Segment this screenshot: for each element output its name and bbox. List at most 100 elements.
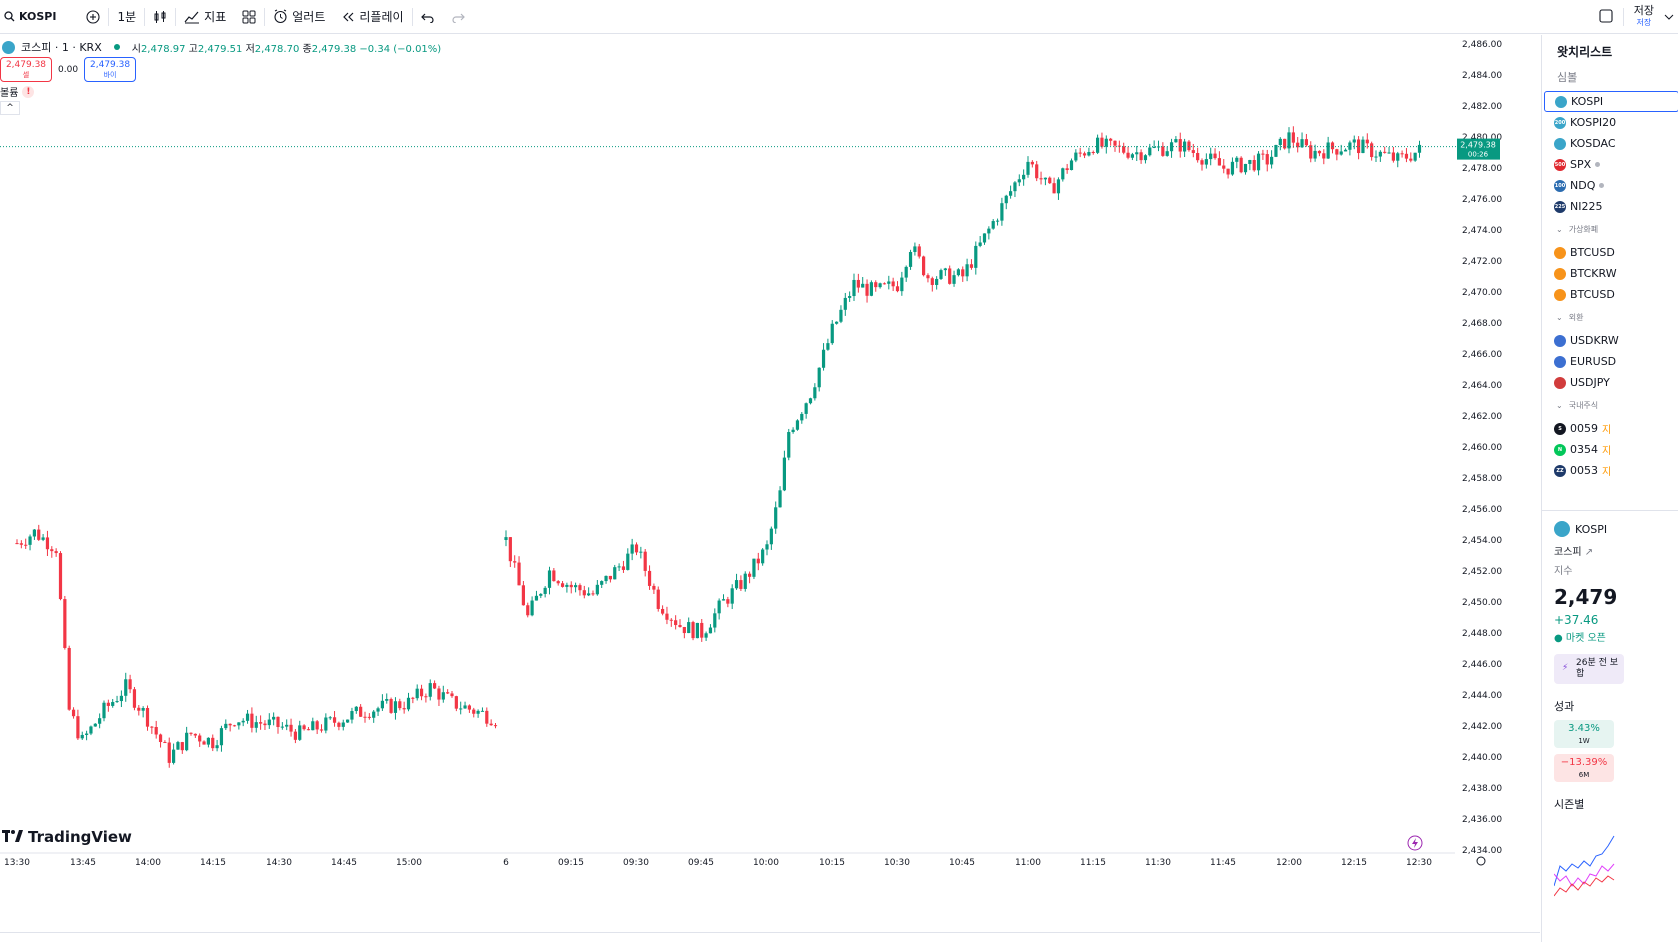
candle-down bbox=[180, 742, 184, 751]
performance-title: 성과 bbox=[1554, 700, 1575, 713]
candle-down bbox=[634, 544, 639, 553]
open-value: 2,478.97 bbox=[140, 43, 186, 55]
gear-icon[interactable] bbox=[1476, 856, 1486, 866]
candle-up bbox=[721, 599, 726, 601]
candle-up bbox=[935, 278, 939, 285]
candle-down bbox=[1383, 151, 1387, 153]
candle-down bbox=[389, 699, 393, 713]
watchlist-title[interactable]: 왓치리스트 bbox=[1557, 45, 1613, 59]
compare-button[interactable] bbox=[78, 0, 108, 34]
candle-up bbox=[393, 701, 398, 713]
lightning-icon[interactable] bbox=[1407, 835, 1423, 855]
watchlist-row[interactable]: 100 NDQ bbox=[1542, 175, 1678, 196]
chart-type-button[interactable] bbox=[145, 0, 175, 34]
change-value: −0.34 (−0.01%) bbox=[359, 43, 442, 55]
sell-button[interactable]: 2,479.38 셀 bbox=[0, 57, 52, 82]
watchlist-row[interactable]: KOSDAC bbox=[1542, 133, 1678, 154]
performance-card[interactable]: 3.43% 1W bbox=[1554, 720, 1614, 748]
performance-card[interactable]: −13.39% 6M bbox=[1554, 754, 1614, 782]
external-link-icon[interactable]: ↗ bbox=[1584, 547, 1594, 558]
candle-down bbox=[19, 543, 23, 545]
candle-down bbox=[865, 283, 869, 296]
symbol-logo-icon bbox=[1554, 288, 1566, 301]
legend-title[interactable]: 코스피 · 1 · KRX bbox=[21, 41, 102, 54]
buy-button[interactable]: 2,479.38 바이 bbox=[84, 57, 137, 82]
candle-down bbox=[700, 622, 704, 638]
alert-button[interactable]: 얼러트 bbox=[265, 0, 333, 34]
watchlist-row[interactable]: BTCUSD bbox=[1542, 242, 1678, 263]
watchlist-symbol: BTCUSD bbox=[1570, 288, 1615, 301]
candle-up bbox=[1374, 156, 1378, 158]
top-toolbar: KOSPI 1분 지표 bbox=[0, 0, 1678, 34]
candle-up bbox=[530, 600, 534, 616]
candle-down bbox=[1370, 143, 1374, 158]
candle-up bbox=[717, 600, 721, 614]
watchlist-symbol: EURUSD bbox=[1570, 355, 1617, 368]
candle-up bbox=[974, 245, 978, 268]
interval-label: 1분 bbox=[117, 10, 137, 24]
market-status: ● 마켓 오픈 bbox=[1554, 633, 1606, 644]
candle-down bbox=[167, 742, 171, 763]
watchlist-symbol: KOSDAC bbox=[1570, 137, 1616, 150]
chevron-down-icon[interactable] bbox=[1664, 10, 1674, 24]
time-tick-label: 09:45 bbox=[688, 858, 714, 868]
candle-up bbox=[821, 349, 826, 368]
watchlist-row[interactable]: N 0354 지 bbox=[1542, 439, 1678, 460]
interval-button[interactable]: 1분 bbox=[109, 0, 144, 34]
candle-down bbox=[228, 723, 232, 726]
candle-down bbox=[874, 282, 878, 288]
candle-up bbox=[1287, 132, 1291, 149]
candle-down bbox=[359, 706, 363, 717]
watchlist-row[interactable]: 225 NI225 bbox=[1542, 196, 1678, 217]
time-tick-label: 11:45 bbox=[1210, 858, 1236, 868]
warning-icon[interactable]: ! bbox=[22, 85, 35, 98]
watchlist-section[interactable]: ⌄ 가상화폐 bbox=[1542, 217, 1678, 242]
indicators-button[interactable]: 지표 bbox=[176, 0, 234, 34]
details-header[interactable]: KOSPI bbox=[1542, 511, 1678, 537]
candle-up bbox=[172, 749, 176, 763]
watchlist-row[interactable]: KOSPI bbox=[1544, 91, 1678, 112]
save-button[interactable]: 저장 저장 bbox=[1634, 5, 1654, 29]
templates-button[interactable] bbox=[234, 0, 264, 34]
fullscreen-icon[interactable] bbox=[1599, 8, 1613, 26]
replay-button[interactable]: 리플레이 bbox=[333, 0, 411, 34]
watchlist-row[interactable]: BTCUSD bbox=[1542, 284, 1678, 305]
watchlist-section[interactable]: ⌄ 외환 bbox=[1542, 305, 1678, 330]
seasonals-title: 시즌별 bbox=[1554, 798, 1585, 811]
watchlist-symbol-column[interactable]: 심볼 bbox=[1557, 71, 1578, 84]
time-tick-label: 14:00 bbox=[135, 858, 161, 868]
news-text: 26분 전 보합 bbox=[1576, 658, 1619, 679]
candle-up bbox=[224, 723, 228, 729]
kospi-logo-icon bbox=[2, 40, 15, 54]
candle-up bbox=[852, 279, 856, 297]
candlestick-chart[interactable]: 2,486.00 2,484.00 2,482.00 2,480.00 2,478.00… bbox=[0, 35, 1540, 933]
news-card[interactable]: ⚡ 26분 전 보합 bbox=[1554, 654, 1624, 684]
watchlist-row[interactable]: 200 KOSPI20 bbox=[1542, 112, 1678, 133]
replay-label: 리플레이 bbox=[359, 10, 404, 24]
candle-down bbox=[1335, 149, 1339, 155]
watchlist-row[interactable]: USDJPY bbox=[1542, 372, 1678, 393]
seasonals-chart[interactable] bbox=[1554, 826, 1674, 906]
candle-down bbox=[1357, 139, 1361, 154]
undo-button[interactable] bbox=[413, 0, 443, 34]
watchlist-row[interactable]: EURUSD bbox=[1542, 351, 1678, 372]
watchlist-row[interactable]: S 0059 지 bbox=[1542, 418, 1678, 439]
candle-down bbox=[508, 537, 512, 562]
watchlist-row[interactable]: ZZ 0053 지 bbox=[1542, 460, 1678, 481]
symbol-search-button[interactable]: KOSPI bbox=[0, 0, 64, 34]
rewind-icon bbox=[341, 11, 355, 23]
chart-area[interactable]: 2,486.00 2,484.00 2,482.00 2,480.00 2,478.00… bbox=[0, 35, 1540, 933]
indicators-label: 지표 bbox=[204, 10, 227, 24]
watchlist-section[interactable]: ⌄ 국내주식 bbox=[1542, 393, 1678, 418]
watchlist-row[interactable]: BTCKRW bbox=[1542, 263, 1678, 284]
volume-label[interactable]: 볼륨 bbox=[0, 88, 19, 99]
candle-up bbox=[504, 537, 508, 540]
watchlist-row[interactable]: 500 SPX bbox=[1542, 154, 1678, 175]
tradingview-logo[interactable]: TradingView bbox=[2, 828, 132, 846]
candle-up bbox=[991, 221, 995, 229]
collapse-legend-button[interactable]: ^ bbox=[0, 101, 20, 115]
watchlist-section-label: 외환 bbox=[1568, 313, 1584, 322]
time-tick-label: 12:00 bbox=[1276, 858, 1302, 868]
redo-button[interactable] bbox=[443, 0, 473, 34]
watchlist-row[interactable]: USDKRW bbox=[1542, 330, 1678, 351]
